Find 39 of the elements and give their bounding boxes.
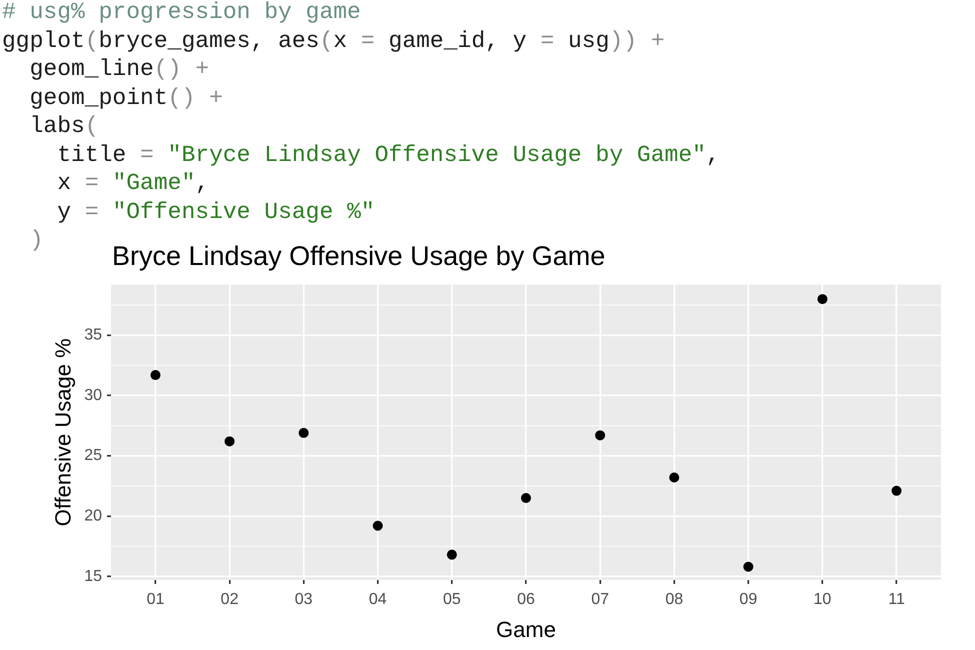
point	[595, 430, 606, 440]
point	[521, 493, 531, 504]
x-tick-label: 06	[517, 591, 535, 608]
x-axis-title: Game	[496, 616, 556, 642]
text: geom_line() +	[28, 56, 210, 82]
x-tick-label: 02	[220, 591, 239, 608]
x-tick-label: 09	[739, 591, 758, 608]
point	[743, 562, 754, 572]
x-tick-label: 03	[294, 591, 313, 608]
x-tick-label: 05	[442, 591, 461, 608]
y-axis-title: Offensive Usage %	[50, 338, 76, 526]
point	[224, 436, 235, 446]
y-tick-label: 20	[84, 508, 102, 525]
text: )	[30, 227, 44, 253]
x-tick-label: 10	[814, 591, 832, 608]
point	[446, 550, 457, 560]
point	[298, 428, 309, 438]
x-tick-label: 11	[888, 591, 905, 608]
x-tick-label: 01	[146, 591, 164, 608]
x-tick-label: 08	[665, 591, 684, 608]
y-tick-label: 15	[84, 568, 102, 585]
y-tick-label: 35	[84, 326, 102, 344]
text: x = "Game",	[56, 170, 210, 196]
text: # usg% progression by game	[2, 0, 361, 25]
text: labs(	[28, 113, 99, 139]
text: ggplot(bryce_games, aes(x = game_id, y = usg)) +	[2, 28, 665, 54]
chart-title: Bryce Lindsay Offensive Usage by Game	[112, 241, 606, 272]
text: geom_point() +	[28, 84, 223, 110]
point	[669, 472, 680, 483]
x-tick-label: 07	[591, 591, 610, 608]
text: title = "Bryce Lindsay Offensive Usage by Game",	[56, 142, 720, 168]
point	[150, 370, 160, 380]
point	[817, 294, 828, 304]
y-tick-label: 30	[84, 386, 102, 404]
point	[892, 486, 902, 496]
point	[372, 520, 383, 531]
y-tick-label: 25	[84, 447, 102, 464]
x-tick-label: 04	[368, 591, 387, 608]
text: y = "Offensive Usage %"	[56, 198, 375, 224]
